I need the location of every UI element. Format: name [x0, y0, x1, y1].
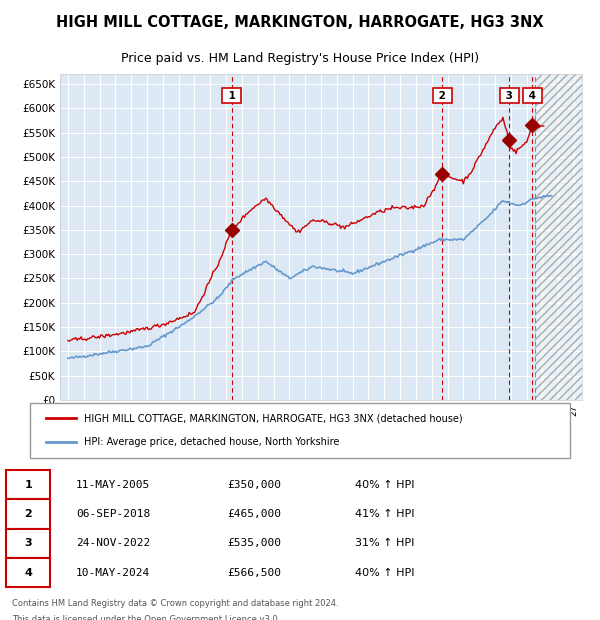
- Text: 31% ↑ HPI: 31% ↑ HPI: [355, 538, 415, 548]
- Text: HPI: Average price, detached house, North Yorkshire: HPI: Average price, detached house, Nort…: [84, 437, 340, 447]
- Text: 2: 2: [435, 91, 450, 100]
- Text: 3: 3: [25, 538, 32, 548]
- Text: Price paid vs. HM Land Registry's House Price Index (HPI): Price paid vs. HM Land Registry's House …: [121, 52, 479, 65]
- Text: 1: 1: [224, 91, 239, 100]
- Text: 40% ↑ HPI: 40% ↑ HPI: [355, 567, 415, 578]
- Text: £566,500: £566,500: [227, 567, 281, 578]
- FancyBboxPatch shape: [6, 499, 50, 528]
- Text: 41% ↑ HPI: 41% ↑ HPI: [355, 509, 415, 519]
- Text: 2: 2: [24, 509, 32, 519]
- FancyBboxPatch shape: [6, 558, 50, 587]
- Bar: [535, 74, 582, 400]
- Text: 4: 4: [525, 91, 539, 100]
- Text: HIGH MILL COTTAGE, MARKINGTON, HARROGATE, HG3 3NX (detached house): HIGH MILL COTTAGE, MARKINGTON, HARROGATE…: [84, 414, 463, 423]
- FancyBboxPatch shape: [30, 403, 570, 458]
- Text: 3: 3: [502, 91, 517, 100]
- Text: HIGH MILL COTTAGE, MARKINGTON, HARROGATE, HG3 3NX: HIGH MILL COTTAGE, MARKINGTON, HARROGATE…: [56, 15, 544, 30]
- Text: 40% ↑ HPI: 40% ↑ HPI: [355, 479, 415, 490]
- Text: 1: 1: [24, 479, 32, 490]
- Text: Contains HM Land Registry data © Crown copyright and database right 2024.: Contains HM Land Registry data © Crown c…: [12, 599, 338, 608]
- Text: 06-SEP-2018: 06-SEP-2018: [76, 509, 150, 519]
- Text: 11-MAY-2005: 11-MAY-2005: [76, 479, 150, 490]
- Text: £465,000: £465,000: [227, 509, 281, 519]
- Text: 24-NOV-2022: 24-NOV-2022: [76, 538, 150, 548]
- Text: £350,000: £350,000: [227, 479, 281, 490]
- Text: £535,000: £535,000: [227, 538, 281, 548]
- Text: 4: 4: [24, 567, 32, 578]
- Bar: [535, 74, 582, 400]
- Text: 10-MAY-2024: 10-MAY-2024: [76, 567, 150, 578]
- Text: This data is licensed under the Open Government Licence v3.0.: This data is licensed under the Open Gov…: [12, 615, 280, 620]
- FancyBboxPatch shape: [6, 470, 50, 499]
- FancyBboxPatch shape: [6, 528, 50, 558]
